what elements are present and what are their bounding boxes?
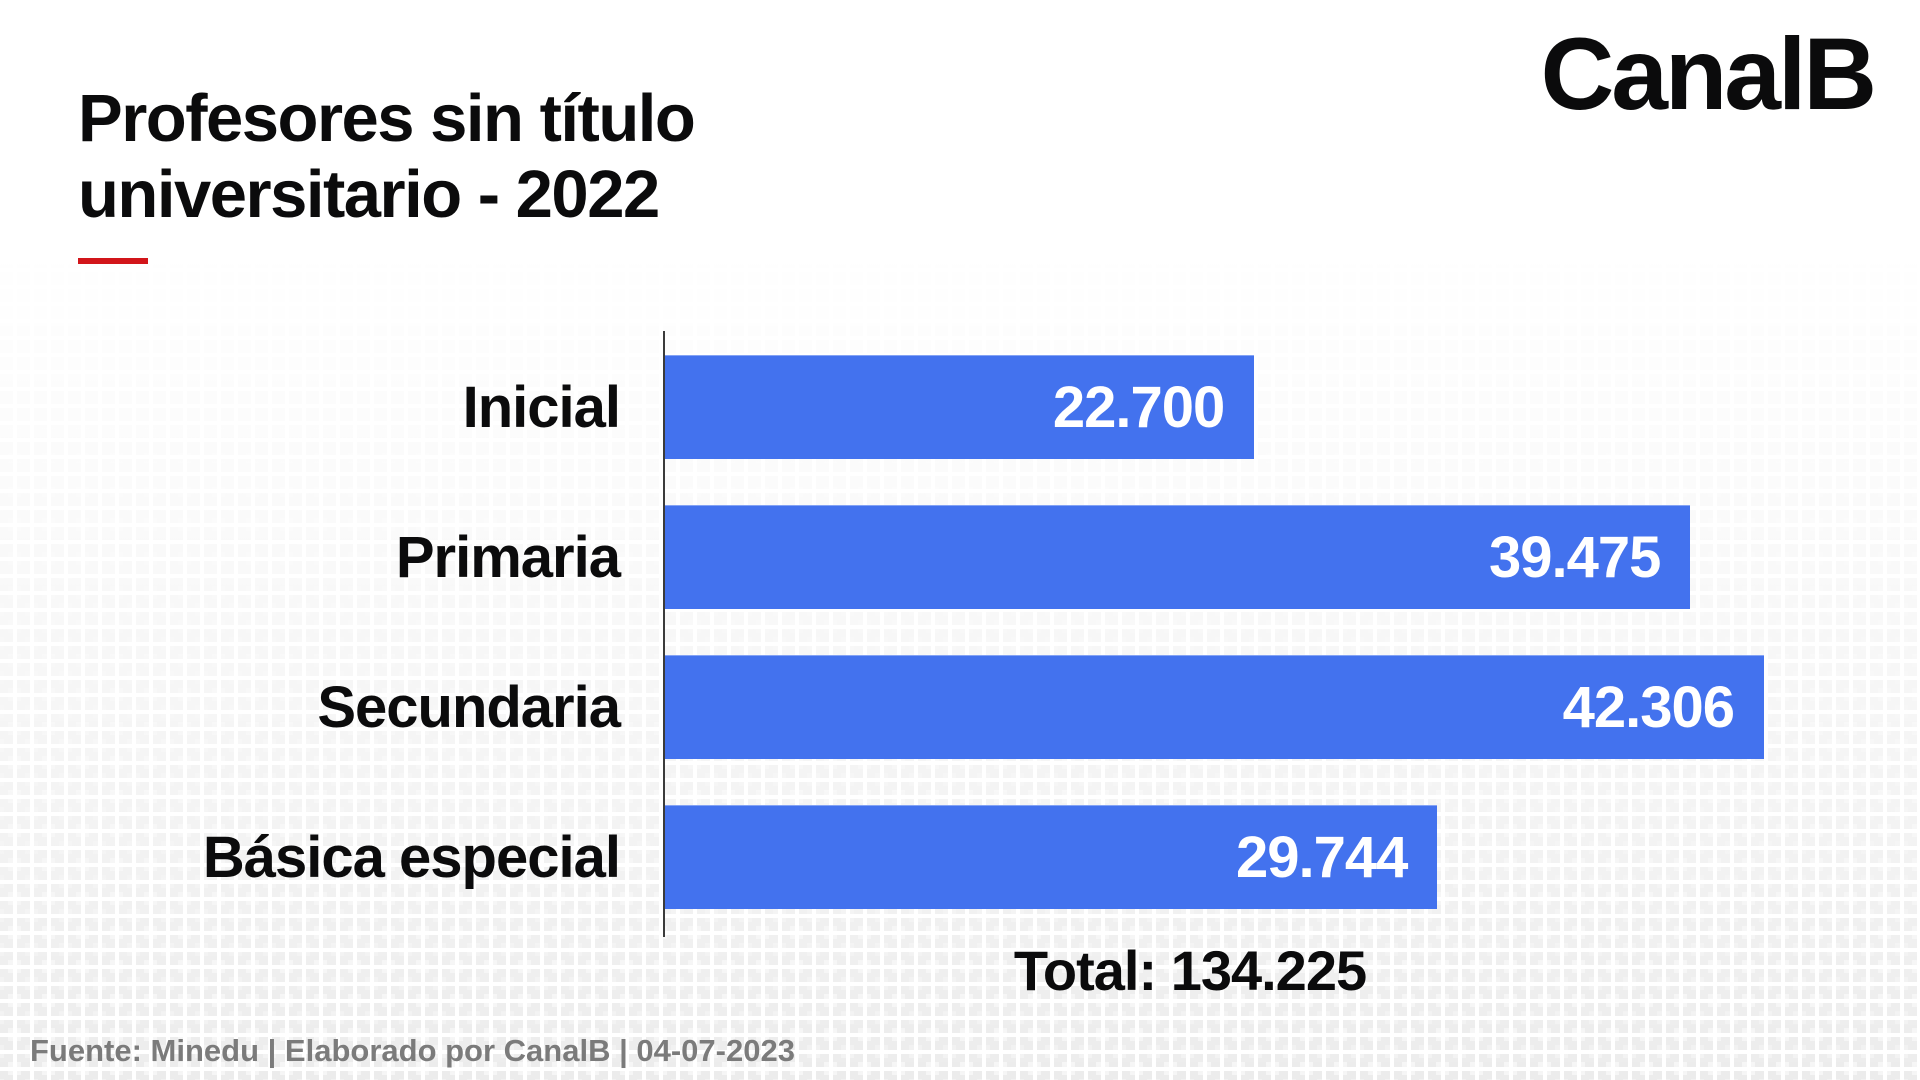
chart-y-axis-line — [663, 331, 665, 937]
bar-track-secundaria: 42.306 — [664, 655, 1764, 759]
category-label-inicial: Inicial — [462, 374, 621, 440]
total-label: Total: 134.225 — [1013, 939, 1367, 1002]
bar-value-label-secundaria: 42.306 — [1562, 675, 1735, 740]
chart-row-primaria: Primaria 39.475 — [0, 482, 1764, 632]
bar-track-basica-especial: 29.744 — [664, 805, 1764, 909]
bar-secundaria: 42.306 — [664, 655, 1764, 759]
page-title-line2: universitario - 2022 — [78, 156, 660, 232]
category-label-primaria: Primaria — [395, 524, 621, 590]
page-title: Profesores sin título universitario - 202… — [78, 80, 696, 232]
bar-inicial: 22.700 — [664, 355, 1255, 459]
bar-chart: Inicial 22.700 Primaria 39.475 Secundaria 42.… — [0, 332, 1764, 932]
chart-row-inicial: Inicial 22.700 — [0, 332, 1764, 482]
bar-basica-especial: 29.744 — [664, 805, 1438, 909]
chart-row-basica-especial: Básica especial 29.744 — [0, 782, 1764, 932]
category-label-basica-especial: Básica especial — [202, 824, 621, 890]
canalb-logo: CanalB — [1540, 17, 1877, 131]
bar-track-inicial: 22.700 — [664, 355, 1764, 459]
category-label-secundaria: Secundaria — [317, 674, 621, 740]
bar-track-primaria: 39.475 — [664, 505, 1764, 609]
source-credit-line: Fuente: Minedu | Elaborado por CanalB | … — [30, 1033, 795, 1068]
chart-row-secundaria: Secundaria 42.306 — [0, 632, 1764, 782]
bar-value-label-inicial: 22.700 — [1052, 375, 1225, 440]
title-accent-rule — [78, 258, 148, 264]
bar-value-label-primaria: 39.475 — [1488, 525, 1661, 590]
bar-primaria: 39.475 — [664, 505, 1691, 609]
page-title-line1: Profesores sin título — [78, 80, 696, 156]
bar-value-label-basica-especial: 29.744 — [1235, 825, 1408, 890]
